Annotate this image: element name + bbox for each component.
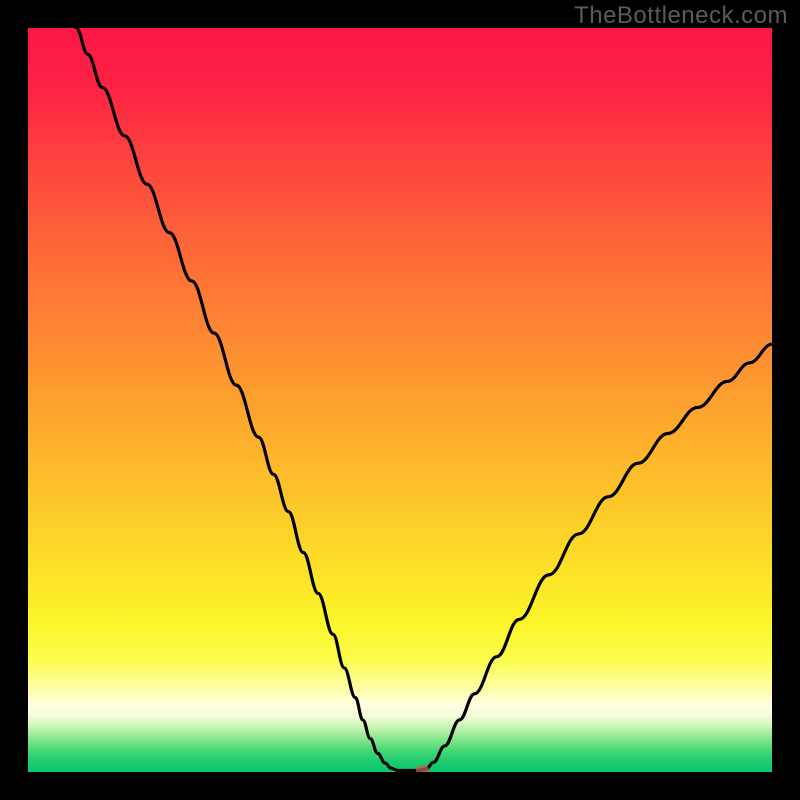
watermark-text: TheBottleneck.com (574, 2, 788, 30)
optimum-marker (416, 766, 429, 776)
chart-frame: TheBottleneck.com (0, 0, 800, 800)
gradient-background (28, 28, 772, 772)
chart-svg (0, 0, 800, 800)
